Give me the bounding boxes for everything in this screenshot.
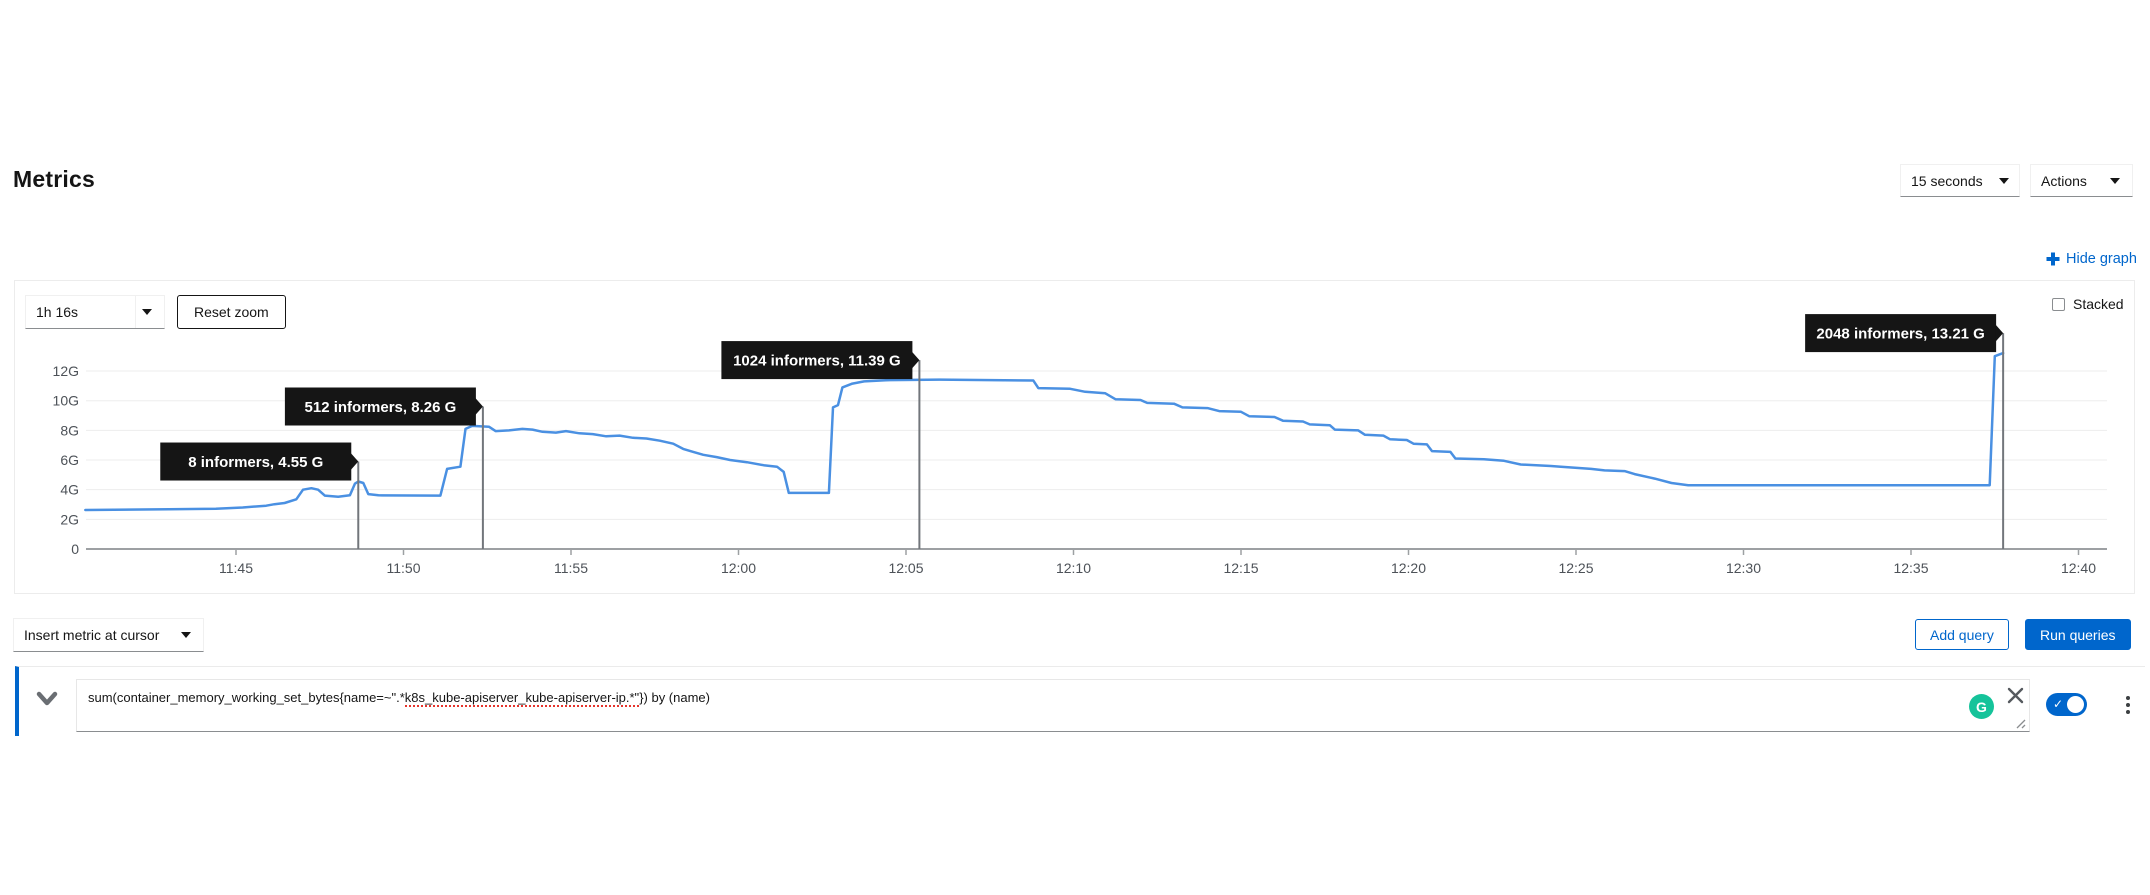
- expression-misspelled-text: k8s_kube-apiserver_kube-apiserver-ip.*": [404, 690, 640, 707]
- metric-line: [84, 351, 2005, 512]
- annotation-tooltip-arrow: [1995, 324, 2004, 343]
- annotation-tooltip-arrow: [474, 397, 483, 416]
- y-axis-tick-label: 10G: [53, 393, 79, 409]
- chevron-down-icon[interactable]: [36, 691, 58, 707]
- annotation-label: 1024 informers, 11.39 G: [733, 353, 901, 370]
- resize-handle-icon[interactable]: [2015, 718, 2026, 729]
- graph-panel: 0 2G 4G 6G 8G 10G 12G 11:45 11:50 11:55 12:00 12:05…: [14, 280, 2135, 594]
- annotation-tooltip: [160, 442, 352, 481]
- x-axis-tick-label: 12:25: [1558, 560, 1593, 576]
- query-enabled-toggle[interactable]: ✓: [2046, 693, 2087, 716]
- insert-metric-select[interactable]: Insert metric at cursor: [13, 618, 204, 652]
- annotation-tooltip-arrow: [350, 452, 359, 471]
- insert-metric-label: Insert metric at cursor: [24, 627, 160, 643]
- page-title: Metrics: [13, 166, 95, 192]
- graph-timespan-select[interactable]: 1h 16s: [25, 295, 165, 329]
- y-axis-tick-label: 8G: [60, 422, 79, 438]
- x-axis-tick-label: 11:50: [387, 560, 421, 576]
- x-axis-tick-label: 12:05: [888, 560, 923, 576]
- x-axis-tick-label: 11:45: [219, 560, 253, 576]
- hide-graph-link[interactable]: Hide graph: [2046, 251, 2137, 267]
- toggle-knob: [2067, 696, 2084, 713]
- x-axis-tick-label: 12:00: [721, 560, 756, 576]
- y-axis-tick-label: 4G: [60, 482, 79, 498]
- x-axis-tick-label: 11:55: [554, 560, 588, 576]
- stacked-label: Stacked: [2073, 296, 2124, 312]
- annotation-label: 8 informers, 4.55 G: [188, 454, 323, 471]
- graph-timespan-value: 1h 16s: [36, 304, 79, 320]
- x-axis-tick-label: 12:35: [1893, 560, 1928, 576]
- annotation-tooltip: [721, 341, 913, 380]
- x-axis-tick-label: 12:30: [1726, 560, 1761, 576]
- compress-icon: [2046, 252, 2060, 266]
- interval-select[interactable]: 15 seconds: [1900, 164, 2020, 197]
- caret-down-icon: [2110, 177, 2120, 184]
- caret-down-icon: [1998, 177, 2009, 184]
- check-icon: ✓: [2053, 697, 2064, 711]
- add-query-button[interactable]: Add query: [1915, 619, 2009, 650]
- annotation-tooltip-arrow: [911, 351, 920, 370]
- select-divider: [135, 296, 136, 328]
- close-icon[interactable]: [2007, 687, 2024, 704]
- reset-zoom-button[interactable]: Reset zoom: [177, 295, 286, 329]
- run-queries-button[interactable]: Run queries: [2025, 619, 2131, 650]
- grammarly-icon[interactable]: G: [1969, 694, 1994, 719]
- y-axis-tick-label: 12G: [53, 363, 79, 379]
- query-expression-input[interactable]: sum(container_memory_working_set_bytes{n…: [76, 679, 2030, 732]
- actions-dropdown-label: Actions: [2041, 172, 2087, 189]
- x-axis-tick-label: 12:20: [1391, 560, 1426, 576]
- expression-text: sum(container_memory_working_set_bytes{n…: [88, 690, 405, 705]
- x-axis-tick-label: 12:10: [1056, 560, 1091, 576]
- interval-select-value: 15 seconds: [1911, 172, 1983, 189]
- annotation-tooltip: [284, 387, 476, 426]
- kebab-menu-icon[interactable]: [2119, 691, 2137, 719]
- y-axis-tick-label: 2G: [60, 511, 79, 527]
- query-row: sum(container_memory_working_set_bytes{n…: [15, 666, 2145, 736]
- stacked-control: Stacked: [2052, 296, 2124, 312]
- hide-graph-label: Hide graph: [2066, 251, 2137, 267]
- annotation-label: 2048 informers, 13.21 G: [1816, 326, 1984, 343]
- stacked-checkbox[interactable]: [2052, 297, 2065, 311]
- metrics-line-chart[interactable]: 0 2G 4G 6G 8G 10G 12G 11:45 11:50 11:55 12:00 12:05…: [15, 281, 2134, 593]
- caret-down-icon: [142, 309, 152, 315]
- x-axis-tick-label: 12:40: [2061, 560, 2096, 576]
- y-axis-tick-label: 6G: [60, 452, 79, 468]
- annotation-label: 512 informers, 8.26 G: [305, 399, 457, 416]
- annotation-tooltip: [1805, 314, 1997, 353]
- caret-down-icon: [181, 632, 191, 638]
- x-axis-tick-label: 12:15: [1223, 560, 1258, 576]
- y-axis-tick-label: 0: [71, 541, 79, 557]
- expression-text: }) by (name): [639, 690, 710, 705]
- actions-dropdown[interactable]: Actions: [2030, 164, 2133, 197]
